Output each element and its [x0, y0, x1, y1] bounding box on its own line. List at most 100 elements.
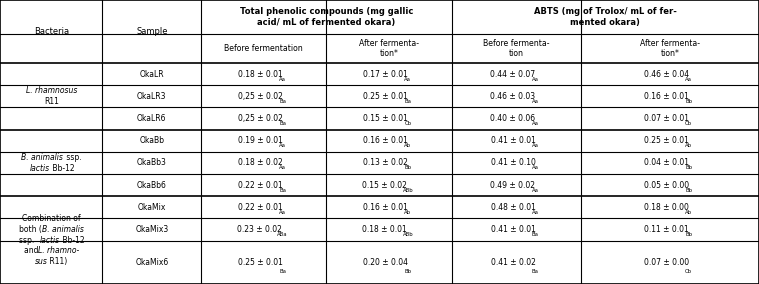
Text: 0.48 ± 0.01: 0.48 ± 0.01 [490, 203, 535, 212]
Text: Bacteria: Bacteria [33, 27, 69, 36]
Text: OkaLR6: OkaLR6 [137, 114, 166, 123]
Text: lactis: lactis [39, 236, 59, 245]
Text: 0.18 ± 0.00: 0.18 ± 0.00 [644, 203, 689, 212]
Text: Bb-12: Bb-12 [50, 164, 75, 173]
Text: Aa: Aa [531, 210, 538, 215]
Text: sus: sus [35, 257, 48, 266]
Text: Ba: Ba [279, 99, 286, 104]
Text: ABTS (mg of Trolox/ mL of fer-
mented okara): ABTS (mg of Trolox/ mL of fer- mented ok… [534, 7, 677, 27]
Text: OkaLR3: OkaLR3 [137, 92, 166, 101]
Text: lactis: lactis [30, 164, 50, 173]
Text: Combination of: Combination of [22, 214, 80, 223]
Text: ssp.: ssp. [20, 236, 37, 245]
Text: Before fermenta-
tion: Before fermenta- tion [483, 39, 550, 58]
Text: OkaMix3: OkaMix3 [135, 225, 168, 234]
Text: OkaBb6: OkaBb6 [137, 181, 167, 190]
Text: 0.16 ± 0.01: 0.16 ± 0.01 [644, 92, 689, 101]
Text: Ab: Ab [685, 210, 692, 215]
Text: Bb: Bb [405, 269, 411, 274]
Text: Aa: Aa [531, 187, 538, 193]
Text: Aa: Aa [279, 76, 286, 82]
Text: Bb: Bb [685, 232, 692, 237]
Text: OkaMix: OkaMix [137, 203, 166, 212]
Text: R11): R11) [47, 257, 67, 266]
Text: 0.15 ± 0.02: 0.15 ± 0.02 [362, 181, 407, 190]
Text: Cb: Cb [405, 121, 411, 126]
Text: Ab: Ab [405, 143, 411, 148]
Text: 0.15 ± 0.01: 0.15 ± 0.01 [364, 114, 408, 123]
Text: 0.18 ± 0.02: 0.18 ± 0.02 [238, 158, 283, 168]
Text: 0.19 ± 0.01: 0.19 ± 0.01 [238, 136, 283, 145]
Text: Bb: Bb [685, 165, 692, 170]
Text: 0.04 ± 0.01: 0.04 ± 0.01 [644, 158, 689, 168]
Text: 0.25 ± 0.01: 0.25 ± 0.01 [238, 258, 283, 267]
Text: 0.40 ± 0.06: 0.40 ± 0.06 [490, 114, 536, 123]
Text: Bb: Bb [405, 165, 411, 170]
Text: Ab: Ab [685, 143, 692, 148]
Text: 0.07 ± 0.00: 0.07 ± 0.00 [644, 258, 689, 267]
Text: L. rhamno-: L. rhamno- [38, 247, 80, 255]
Text: Aa: Aa [279, 143, 286, 148]
Text: Bb: Bb [685, 187, 692, 193]
Text: ssp.: ssp. [64, 153, 81, 162]
Text: Ba: Ba [531, 232, 538, 237]
Text: 0,25 ± 0.02: 0,25 ± 0.02 [238, 92, 283, 101]
Text: R11: R11 [44, 97, 58, 106]
Text: 0.13 ± 0.02: 0.13 ± 0.02 [364, 158, 408, 168]
Text: After fermenta-
tion*: After fermenta- tion* [640, 39, 700, 58]
Text: B. animalis: B. animalis [20, 153, 62, 162]
Text: Aa: Aa [531, 121, 538, 126]
Text: ABa: ABa [277, 232, 288, 237]
Text: Aa: Aa [279, 210, 286, 215]
Text: 0.25 ± 0.01: 0.25 ± 0.01 [644, 136, 689, 145]
Text: 0.25 ± 0.01: 0.25 ± 0.01 [364, 92, 408, 101]
Text: Ba: Ba [279, 121, 286, 126]
Text: OkaBb: OkaBb [140, 136, 164, 145]
Text: ABb: ABb [402, 232, 413, 237]
Text: Total phenolic compounds (mg gallic
acid/ mL of fermented okara): Total phenolic compounds (mg gallic acid… [240, 7, 413, 27]
Text: Aa: Aa [531, 143, 538, 148]
Text: 0.05 ± 0.00: 0.05 ± 0.00 [644, 181, 689, 190]
Text: Aa: Aa [531, 76, 538, 82]
Text: Aa: Aa [685, 76, 692, 82]
Text: B. animalis: B. animalis [42, 225, 83, 234]
Text: 0.18 ± 0.01: 0.18 ± 0.01 [238, 70, 283, 79]
Text: 0.22 ± 0.01: 0.22 ± 0.01 [238, 203, 283, 212]
Text: 0.41 ± 0.10: 0.41 ± 0.10 [490, 158, 535, 168]
Text: 0.41 ± 0.01: 0.41 ± 0.01 [490, 136, 535, 145]
Text: Cb: Cb [685, 121, 692, 126]
Text: 0.16 ± 0.01: 0.16 ± 0.01 [364, 203, 408, 212]
Text: Ba: Ba [405, 99, 411, 104]
Text: Ba: Ba [279, 269, 286, 274]
Text: and: and [24, 247, 40, 255]
Text: Aa: Aa [531, 165, 538, 170]
Text: 0.07 ± 0.01: 0.07 ± 0.01 [644, 114, 689, 123]
Text: Ab: Ab [405, 210, 411, 215]
Text: 0.16 ± 0.01: 0.16 ± 0.01 [364, 136, 408, 145]
Text: 0,25 ± 0.02: 0,25 ± 0.02 [238, 114, 283, 123]
Text: 0.46 ± 0.03: 0.46 ± 0.03 [490, 92, 536, 101]
Text: Ba: Ba [279, 187, 286, 193]
Text: Bb: Bb [685, 99, 692, 104]
Text: Aa: Aa [279, 165, 286, 170]
Text: Aa: Aa [531, 99, 538, 104]
Text: 0.46 ± 0.04: 0.46 ± 0.04 [644, 70, 689, 79]
Text: Before fermentation: Before fermentation [225, 44, 303, 53]
Text: 0.41 ± 0.01: 0.41 ± 0.01 [490, 225, 535, 234]
Text: 0.11 ± 0.01: 0.11 ± 0.01 [644, 225, 689, 234]
Text: 0.41 ± 0.02: 0.41 ± 0.02 [490, 258, 535, 267]
Text: 0.20 ± 0.04: 0.20 ± 0.04 [364, 258, 408, 267]
Text: 0.22 ± 0.01: 0.22 ± 0.01 [238, 181, 283, 190]
Text: 0.49 ± 0.02: 0.49 ± 0.02 [490, 181, 536, 190]
Text: 0.44 ± 0.07: 0.44 ± 0.07 [490, 70, 536, 79]
Text: both (: both ( [19, 225, 42, 234]
Text: 0.18 ± 0.01: 0.18 ± 0.01 [362, 225, 407, 234]
Text: Aa: Aa [405, 76, 411, 82]
Text: Cb: Cb [685, 269, 692, 274]
Text: Bb-12: Bb-12 [60, 236, 85, 245]
Text: L. rhamnosus: L. rhamnosus [26, 86, 77, 95]
Text: Ba: Ba [531, 269, 538, 274]
Text: ABb: ABb [402, 187, 413, 193]
Text: After fermenta-
tion*: After fermenta- tion* [359, 39, 419, 58]
Text: 0.23 ± 0.02: 0.23 ± 0.02 [237, 225, 282, 234]
